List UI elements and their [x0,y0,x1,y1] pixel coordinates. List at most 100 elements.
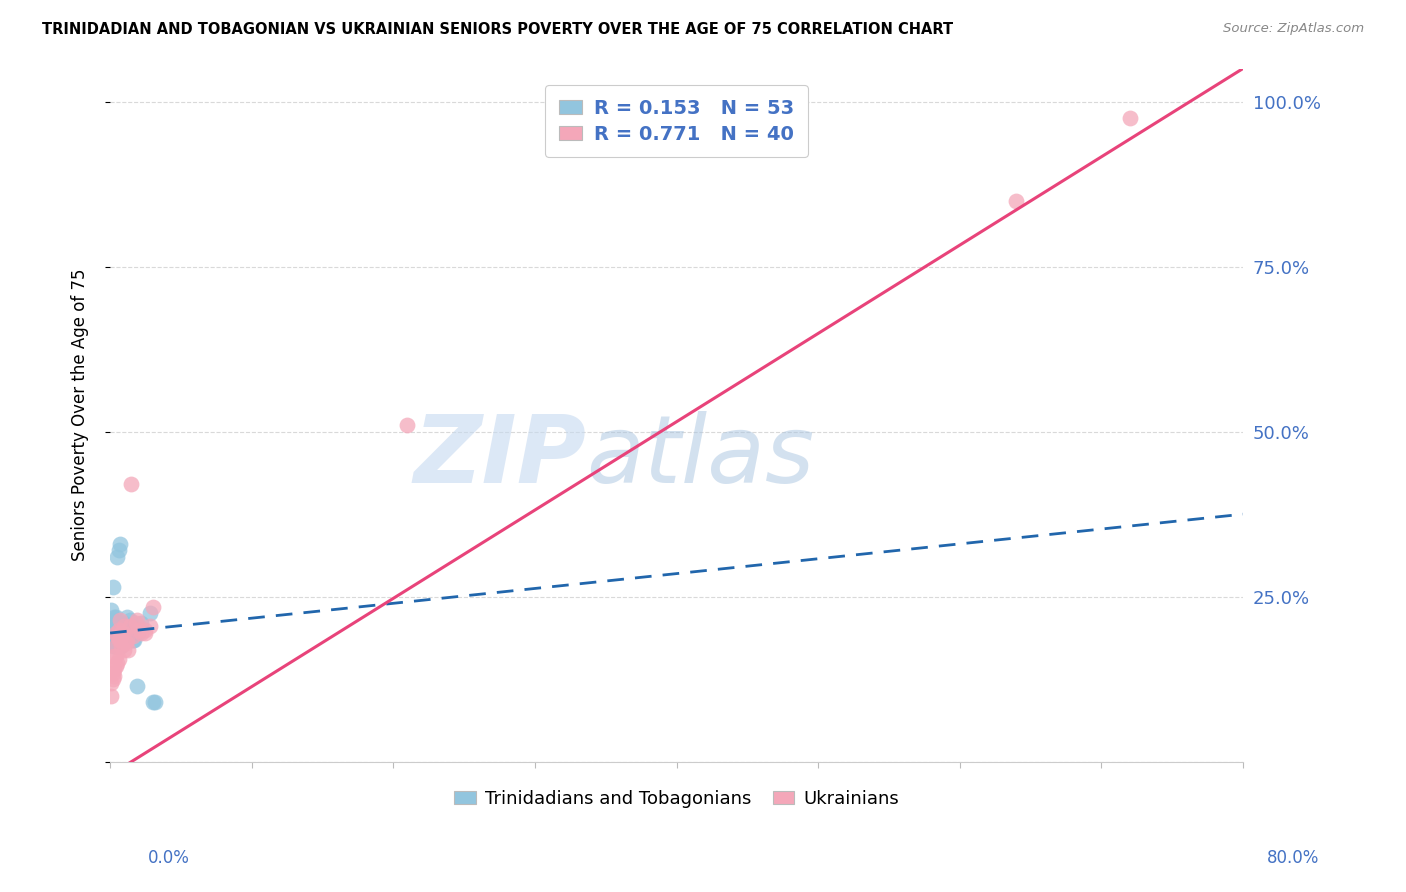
Point [107,543,129,558]
Text: atlas: atlas [586,411,814,502]
Point [101,619,124,633]
Point [101,632,124,647]
Point [103,662,125,676]
Point [142,695,165,709]
Point [129,616,152,631]
Point [115,609,138,624]
Point [111,626,134,640]
Point [100,616,122,631]
Point [118,619,141,633]
Point [127,626,149,640]
Point [114,636,136,650]
Point [105,623,128,637]
Point [104,623,127,637]
Y-axis label: Seniors Poverty Over the Age of 75: Seniors Poverty Over the Age of 75 [72,268,89,561]
Point [101,639,124,653]
Point [101,623,124,637]
Point [107,639,129,653]
Point [100,689,122,703]
Text: TRINIDADIAN AND TOBAGONIAN VS UKRAINIAN SENIORS POVERTY OVER THE AGE OF 75 CORRE: TRINIDADIAN AND TOBAGONIAN VS UKRAINIAN … [42,22,953,37]
Point [111,632,134,647]
Point [101,672,124,686]
Point [104,626,127,640]
Point [104,639,127,653]
Point [103,626,125,640]
Point [124,616,146,631]
Point [104,649,127,664]
Point [112,642,135,657]
Point [104,626,127,640]
Point [121,629,143,643]
Point [103,616,125,631]
Point [107,652,129,666]
Point [134,626,156,640]
Point [1118,111,1140,125]
Point [114,623,136,637]
Point [110,632,132,647]
Point [134,623,156,637]
Point [105,632,128,647]
Point [107,632,129,647]
Point [110,639,132,653]
Point [104,639,127,653]
Point [107,632,129,647]
Point [1005,194,1028,208]
Point [118,613,141,627]
Text: 0.0%: 0.0% [148,849,190,867]
Point [115,626,138,640]
Point [110,626,132,640]
Point [105,626,128,640]
Point [104,632,127,647]
Point [108,613,131,627]
Text: 80.0%: 80.0% [1267,849,1320,867]
Point [103,623,125,637]
Point [103,649,125,664]
Point [100,675,122,690]
Point [101,626,124,640]
Point [138,606,160,620]
Point [105,656,128,670]
Point [101,613,124,627]
Point [117,642,139,657]
Point [103,636,125,650]
Point [103,669,125,683]
Point [112,616,135,631]
Point [101,665,124,680]
Point [100,603,122,617]
Text: ZIP: ZIP [413,410,586,503]
Point [145,695,167,709]
Point [108,537,131,551]
Point [110,639,132,653]
Point [142,599,165,614]
Point [125,679,148,693]
Point [120,477,142,491]
Point [103,632,125,647]
Point [108,632,131,647]
Point [103,629,125,643]
Point [111,626,134,640]
Point [108,626,131,640]
Point [104,659,127,673]
Point [117,623,139,637]
Point [112,626,135,640]
Point [121,632,143,647]
Point [129,626,152,640]
Point [104,609,127,624]
Text: Source: ZipAtlas.com: Source: ZipAtlas.com [1223,22,1364,36]
Legend: Trinidadians and Tobagonians, Ukrainians: Trinidadians and Tobagonians, Ukrainians [447,782,907,815]
Point [122,632,145,647]
Point [396,418,419,433]
Point [100,626,122,640]
Point [112,619,135,633]
Point [107,626,129,640]
Point [125,613,148,627]
Point [120,623,142,637]
Point [105,550,128,565]
Point [108,632,131,647]
Point [127,623,149,637]
Point [101,580,124,594]
Point [107,623,129,637]
Point [105,629,128,643]
Point [103,609,125,624]
Point [138,619,160,633]
